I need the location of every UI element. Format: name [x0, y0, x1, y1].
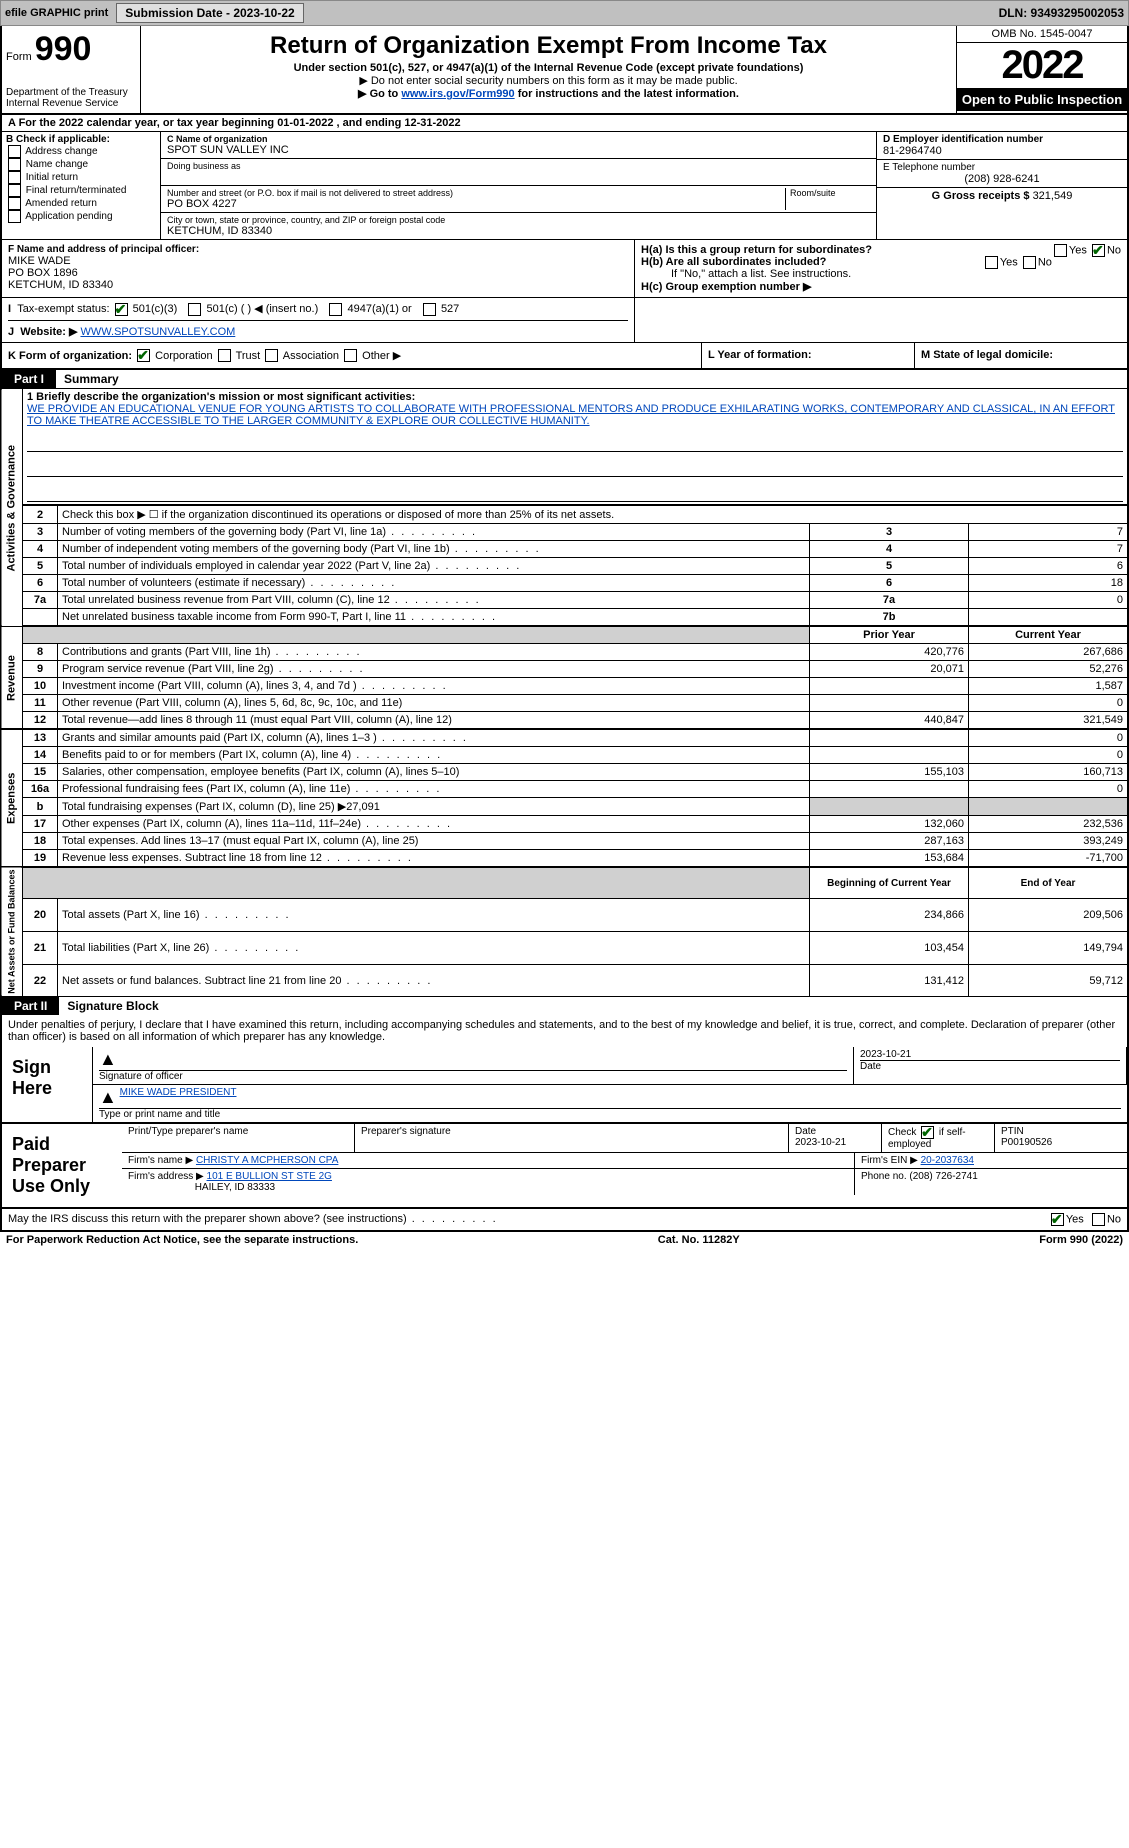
omb-number: OMB No. 1545-0047: [957, 26, 1127, 43]
box-c: C Name of organization SPOT SUN VALLEY I…: [161, 132, 876, 239]
discuss-no[interactable]: [1092, 1213, 1105, 1226]
header-right: OMB No. 1545-0047 2022 Open to Public In…: [956, 26, 1127, 113]
header-sub3: ▶ Go to www.irs.gov/Form990 for instruct…: [145, 87, 952, 100]
sign-here-label: Sign Here: [2, 1047, 92, 1122]
header-left: Form 990 Department of the Treasury Inte…: [2, 26, 141, 113]
form-header: Form 990 Department of the Treasury Inte…: [0, 26, 1129, 115]
box-b: B Check if applicable: Address change Na…: [2, 132, 161, 239]
opt-pending[interactable]: Application pending: [6, 210, 156, 223]
box-h: H(a) Is this a group return for subordin…: [635, 240, 1127, 297]
open-to-public: Open to Public Inspection: [957, 88, 1127, 111]
box-f: F Name and address of principal officer:…: [2, 240, 635, 297]
arrow-icon: ▲: [99, 1087, 117, 1107]
opt-initial-return[interactable]: Initial return: [6, 171, 156, 184]
officer-name: MIKE WADE PRESIDENT: [120, 1087, 237, 1098]
arrow-icon: ▲: [99, 1049, 117, 1069]
part-2-header: Part II Signature Block: [0, 997, 1129, 1015]
ein-value: 81-2964740: [883, 145, 1121, 157]
row-a-tax-year: A For the 2022 calendar year, or tax yea…: [0, 115, 1129, 132]
discuss-yes[interactable]: [1051, 1213, 1064, 1226]
sign-block: Sign Here ▲ Signature of officer 2023-10…: [0, 1047, 1129, 1124]
phone-value: (208) 928-6241: [883, 173, 1121, 185]
header-sub1: Under section 501(c), 527, or 4947(a)(1)…: [145, 62, 952, 74]
irs-link[interactable]: www.irs.gov/Form990: [401, 88, 514, 100]
row-klm: K Form of organization: Corporation Trus…: [0, 343, 1129, 371]
form-title: Return of Organization Exempt From Incom…: [145, 32, 952, 60]
row-ij: I Tax-exempt status: 501(c)(3) 501(c) ( …: [0, 298, 1129, 343]
form-label: Form: [6, 51, 32, 63]
discuss-row: May the IRS discuss this return with the…: [0, 1209, 1129, 1232]
footnote: For Paperwork Reduction Act Notice, see …: [0, 1232, 1129, 1248]
part-1-header: Part I Summary: [0, 370, 1129, 388]
mission-text: WE PROVIDE AN EDUCATIONAL VENUE FOR YOUN…: [27, 403, 1123, 427]
efile-label: efile GRAPHIC print: [5, 7, 108, 19]
box-d: D Employer identification number 81-2964…: [876, 132, 1127, 239]
opt-name-change[interactable]: Name change: [6, 158, 156, 171]
vlabel-governance: Activities & Governance: [1, 389, 23, 627]
summary-table: Activities & Governance 1 Briefly descri…: [0, 388, 1129, 997]
vlabel-expenses: Expenses: [1, 729, 23, 867]
dln-label: DLN: 93493295002053: [999, 6, 1124, 20]
org-city: KETCHUM, ID 83340: [167, 225, 870, 237]
gross-receipts: 321,549: [1033, 190, 1073, 202]
dept-label: Department of the Treasury: [6, 87, 136, 98]
perjury-text: Under penalties of perjury, I declare th…: [0, 1015, 1129, 1047]
row-fh: F Name and address of principal officer:…: [0, 240, 1129, 298]
vlabel-revenue: Revenue: [1, 626, 23, 729]
form-number: 990: [35, 30, 92, 68]
opt-final-return[interactable]: Final return/terminated: [6, 184, 156, 197]
paid-preparer-block: Paid Preparer Use Only Print/Type prepar…: [0, 1124, 1129, 1209]
irs-label: Internal Revenue Service: [6, 98, 136, 109]
header-mid: Return of Organization Exempt From Incom…: [141, 26, 956, 113]
org-name: SPOT SUN VALLEY INC: [167, 144, 870, 156]
header-sub2: ▶ Do not enter social security numbers o…: [145, 74, 952, 87]
opt-amended[interactable]: Amended return: [6, 197, 156, 210]
efile-topbar: efile GRAPHIC print Submission Date - 20…: [0, 0, 1129, 26]
website-link[interactable]: WWW.SPOTSUNVALLEY.COM: [80, 326, 235, 338]
opt-address-change[interactable]: Address change: [6, 145, 156, 158]
vlabel-net: Net Assets or Fund Balances: [1, 867, 23, 997]
submission-date-button[interactable]: Submission Date - 2023-10-22: [116, 3, 303, 23]
org-address: PO BOX 4227: [167, 198, 785, 210]
paid-preparer-label: Paid Preparer Use Only: [2, 1124, 122, 1207]
tax-year: 2022: [957, 43, 1127, 88]
block-bcd: B Check if applicable: Address change Na…: [0, 132, 1129, 240]
